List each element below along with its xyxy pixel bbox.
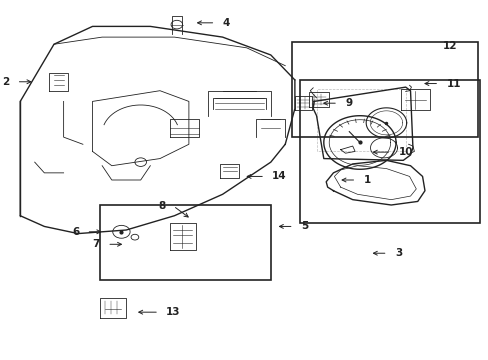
Text: 4: 4 (222, 18, 229, 28)
Text: 3: 3 (394, 248, 401, 258)
Text: 8: 8 (159, 201, 165, 211)
Text: 7: 7 (92, 239, 100, 249)
Text: 13: 13 (166, 307, 181, 317)
Text: 6: 6 (72, 227, 79, 237)
Text: 9: 9 (345, 98, 352, 108)
Text: 14: 14 (272, 171, 286, 181)
Bar (100, 205, 270, 280)
Bar (299, 80, 479, 223)
Text: 12: 12 (443, 41, 457, 51)
Text: 11: 11 (446, 78, 460, 89)
Text: 1: 1 (363, 175, 370, 185)
Text: 5: 5 (300, 221, 307, 231)
Bar (292, 42, 477, 137)
Text: 2: 2 (2, 77, 9, 87)
Text: 10: 10 (398, 147, 412, 157)
